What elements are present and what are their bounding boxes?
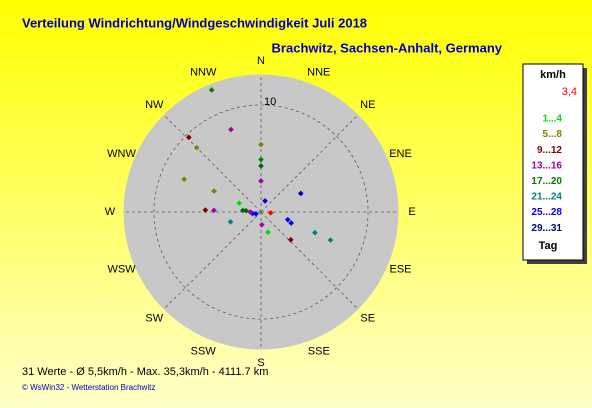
data-point [327, 237, 334, 243]
data-point [297, 190, 304, 197]
data-point [258, 156, 264, 163]
legend-footer: Tag [539, 240, 558, 252]
chart-title: Verteilung Windrichtung/Windgeschwindigk… [22, 15, 367, 30]
direction-label: NW [145, 99, 164, 111]
legend-entry: 29...31 [531, 223, 562, 234]
legend-entry: 25...28 [531, 207, 562, 218]
credit: © WsWin32 - Wetterstation Brachwitz [22, 383, 155, 392]
direction-label: NE [360, 99, 375, 111]
data-point [267, 210, 274, 216]
legend-box [522, 63, 584, 261]
data-point [284, 216, 291, 223]
r-tick-label: 10 [264, 96, 276, 108]
direction-label: S [257, 357, 264, 369]
direction-label: W [105, 206, 116, 218]
data-point [211, 207, 217, 214]
spoke [163, 211, 262, 310]
legend-entry: 21...24 [531, 192, 562, 203]
spoke [260, 114, 359, 213]
data-point [186, 134, 192, 141]
legend-entry: 13...16 [531, 160, 562, 171]
legend-entry: 9...12 [537, 145, 562, 156]
direction-label: WSW [107, 264, 136, 276]
legend-title: km/h [540, 69, 566, 81]
chart-subtitle: Brachwitz, Sachsen-Anhalt, Germany [272, 40, 503, 55]
data-point [265, 229, 271, 236]
data-point [258, 141, 264, 148]
data-point [193, 144, 200, 151]
data-point [240, 207, 246, 214]
data-point [227, 219, 234, 225]
data-point [211, 188, 217, 194]
data-point [243, 207, 249, 214]
data-point [253, 211, 259, 217]
direction-label: E [408, 206, 415, 218]
direction-label: SSE [308, 345, 330, 357]
data-point [288, 220, 295, 226]
data-point [312, 229, 318, 236]
direction-label: SE [360, 313, 375, 325]
direction-label: NNW [190, 66, 217, 78]
spoke [260, 211, 359, 310]
legend-entry: 5...8 [543, 129, 563, 140]
data-point [181, 176, 187, 183]
data-point [236, 200, 242, 207]
direction-label: N [257, 55, 265, 67]
data-point [287, 236, 294, 243]
data-point [208, 87, 215, 93]
legend [522, 63, 587, 264]
direction-label: ENE [389, 148, 412, 160]
direction-label: SSW [191, 345, 217, 357]
legend-entry: 1...4 [543, 114, 563, 125]
data-point [258, 178, 264, 184]
direction-label: ESE [389, 264, 411, 276]
summary: 31 Werte - Ø 5,5km/h - Max. 35,3km/h - 4… [22, 366, 268, 378]
legend-note: 3,4 [562, 86, 577, 98]
direction-label: SW [145, 313, 163, 325]
data-point [262, 198, 268, 204]
data-point [258, 163, 264, 169]
data-point [247, 209, 254, 215]
legend-entry: 17...20 [531, 176, 562, 187]
direction-label: WNW [107, 148, 136, 160]
grid-ring [153, 104, 369, 320]
direction-label: NNE [307, 66, 330, 78]
data-point [259, 221, 265, 228]
spoke [163, 114, 262, 213]
